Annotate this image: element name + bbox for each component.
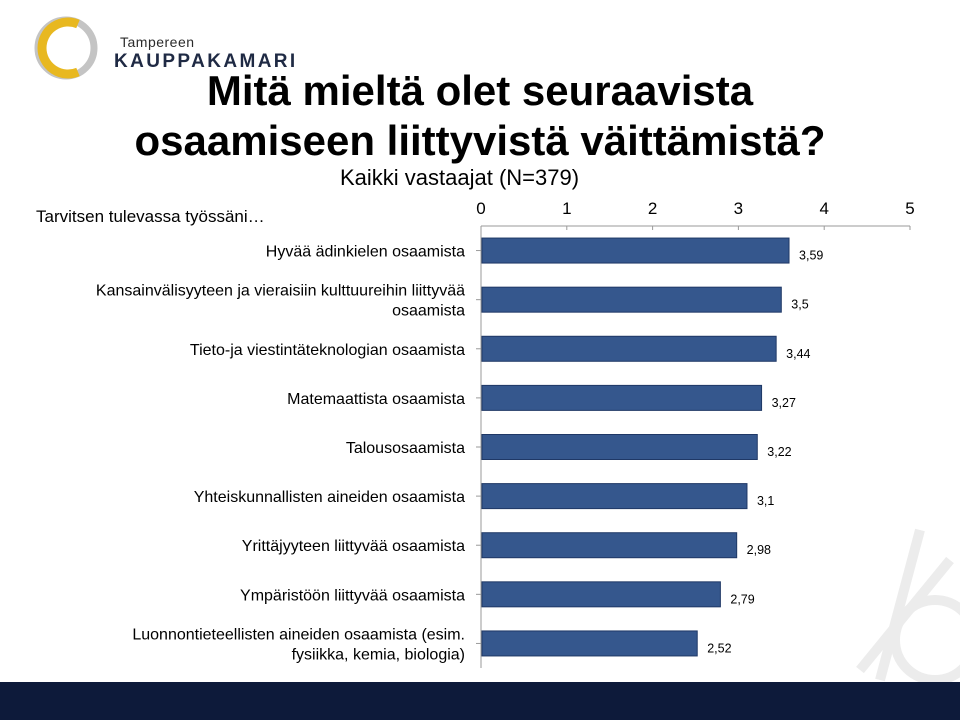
category-label: Kansainvälisyyteen ja vieraisiin kulttuu… xyxy=(96,283,465,320)
bar xyxy=(481,630,698,657)
logo-line-2: KAUPPAKAMARI xyxy=(114,51,298,72)
category-label-line: Ympäristöön liittyvää osaamista xyxy=(240,587,465,604)
lead-text: Tarvitsen tulevassa työssäni… xyxy=(36,207,265,226)
page-title: Mitä mieltä olet seuraavista osaamiseen … xyxy=(100,66,860,166)
category-label: Matemaattista osaamista xyxy=(287,391,465,408)
category-label-line: Hyvää ädinkielen osaamista xyxy=(266,244,465,261)
logo: Tampereen KAUPPAKAMARI xyxy=(34,14,295,84)
category-label-line: Yrittäjyyteen liittyvää osaamista xyxy=(242,538,465,555)
data-label: 3,27 xyxy=(772,396,796,410)
x-tick-label: 1 xyxy=(562,199,571,218)
data-label: 2,98 xyxy=(747,543,771,557)
data-label: 3,1 xyxy=(757,494,774,508)
category-label-line: Talousosaamista xyxy=(346,440,465,457)
category-label-line: Luonnontieteellisten aineiden osaamista … xyxy=(132,626,465,643)
bar xyxy=(481,335,777,362)
category-label: Yhteiskunnallisten aineiden osaamista xyxy=(194,489,465,506)
watermark-icon xyxy=(856,528,960,685)
logo-line-1: Tampereen xyxy=(120,34,195,50)
category-label: Ympäristöön liittyvää osaamista xyxy=(240,587,465,604)
data-label: 3,59 xyxy=(799,249,823,263)
x-tick-label: 2 xyxy=(648,199,657,218)
category-label-line: Matemaattista osaamista xyxy=(287,391,465,408)
bar xyxy=(481,581,721,608)
data-label: 3,5 xyxy=(791,298,808,312)
category-label: Yrittäjyyteen liittyvää osaamista xyxy=(242,538,465,555)
category-label-line: Yhteiskunnallisten aineiden osaamista xyxy=(194,489,465,506)
x-tick-label: 0 xyxy=(476,199,485,218)
bar xyxy=(481,483,748,510)
bar xyxy=(481,286,782,313)
category-label: Luonnontieteellisten aineiden osaamista … xyxy=(132,626,465,663)
data-label: 3,44 xyxy=(786,347,810,361)
category-label: Tieto-ja viestintäteknologian osaamista xyxy=(190,342,465,359)
page-title-line-1: Mitä mieltä olet seuraavista xyxy=(206,67,754,114)
bar xyxy=(481,434,758,460)
category-label-line: fysiikka, kemia, biologia) xyxy=(292,646,465,663)
category-label: Hyvää ädinkielen osaamista xyxy=(266,244,465,261)
x-tick-label: 5 xyxy=(905,199,914,218)
x-tick-label: 4 xyxy=(819,199,828,218)
x-tick-label: 3 xyxy=(734,199,743,218)
data-label: 2,52 xyxy=(707,641,731,655)
page-title-line-2: osaamiseen liittyvistä väittämistä? xyxy=(134,117,826,164)
footer-bar xyxy=(0,682,960,720)
category-label-line: Kansainvälisyyteen ja vieraisiin kulttuu… xyxy=(96,283,465,300)
category-label-line: osaamista xyxy=(392,303,465,320)
chart-subtitle: Kaikki vastaajat (N=379) xyxy=(340,165,580,190)
bar xyxy=(481,384,763,411)
bar xyxy=(481,532,738,559)
category-label-line: Tieto-ja viestintäteknologian osaamista xyxy=(190,342,465,359)
logo-emblem-icon xyxy=(34,16,98,80)
data-label: 2,79 xyxy=(730,592,754,606)
bar xyxy=(481,237,790,264)
category-label: Talousosaamista xyxy=(346,440,465,457)
data-label: 3,22 xyxy=(767,445,791,459)
